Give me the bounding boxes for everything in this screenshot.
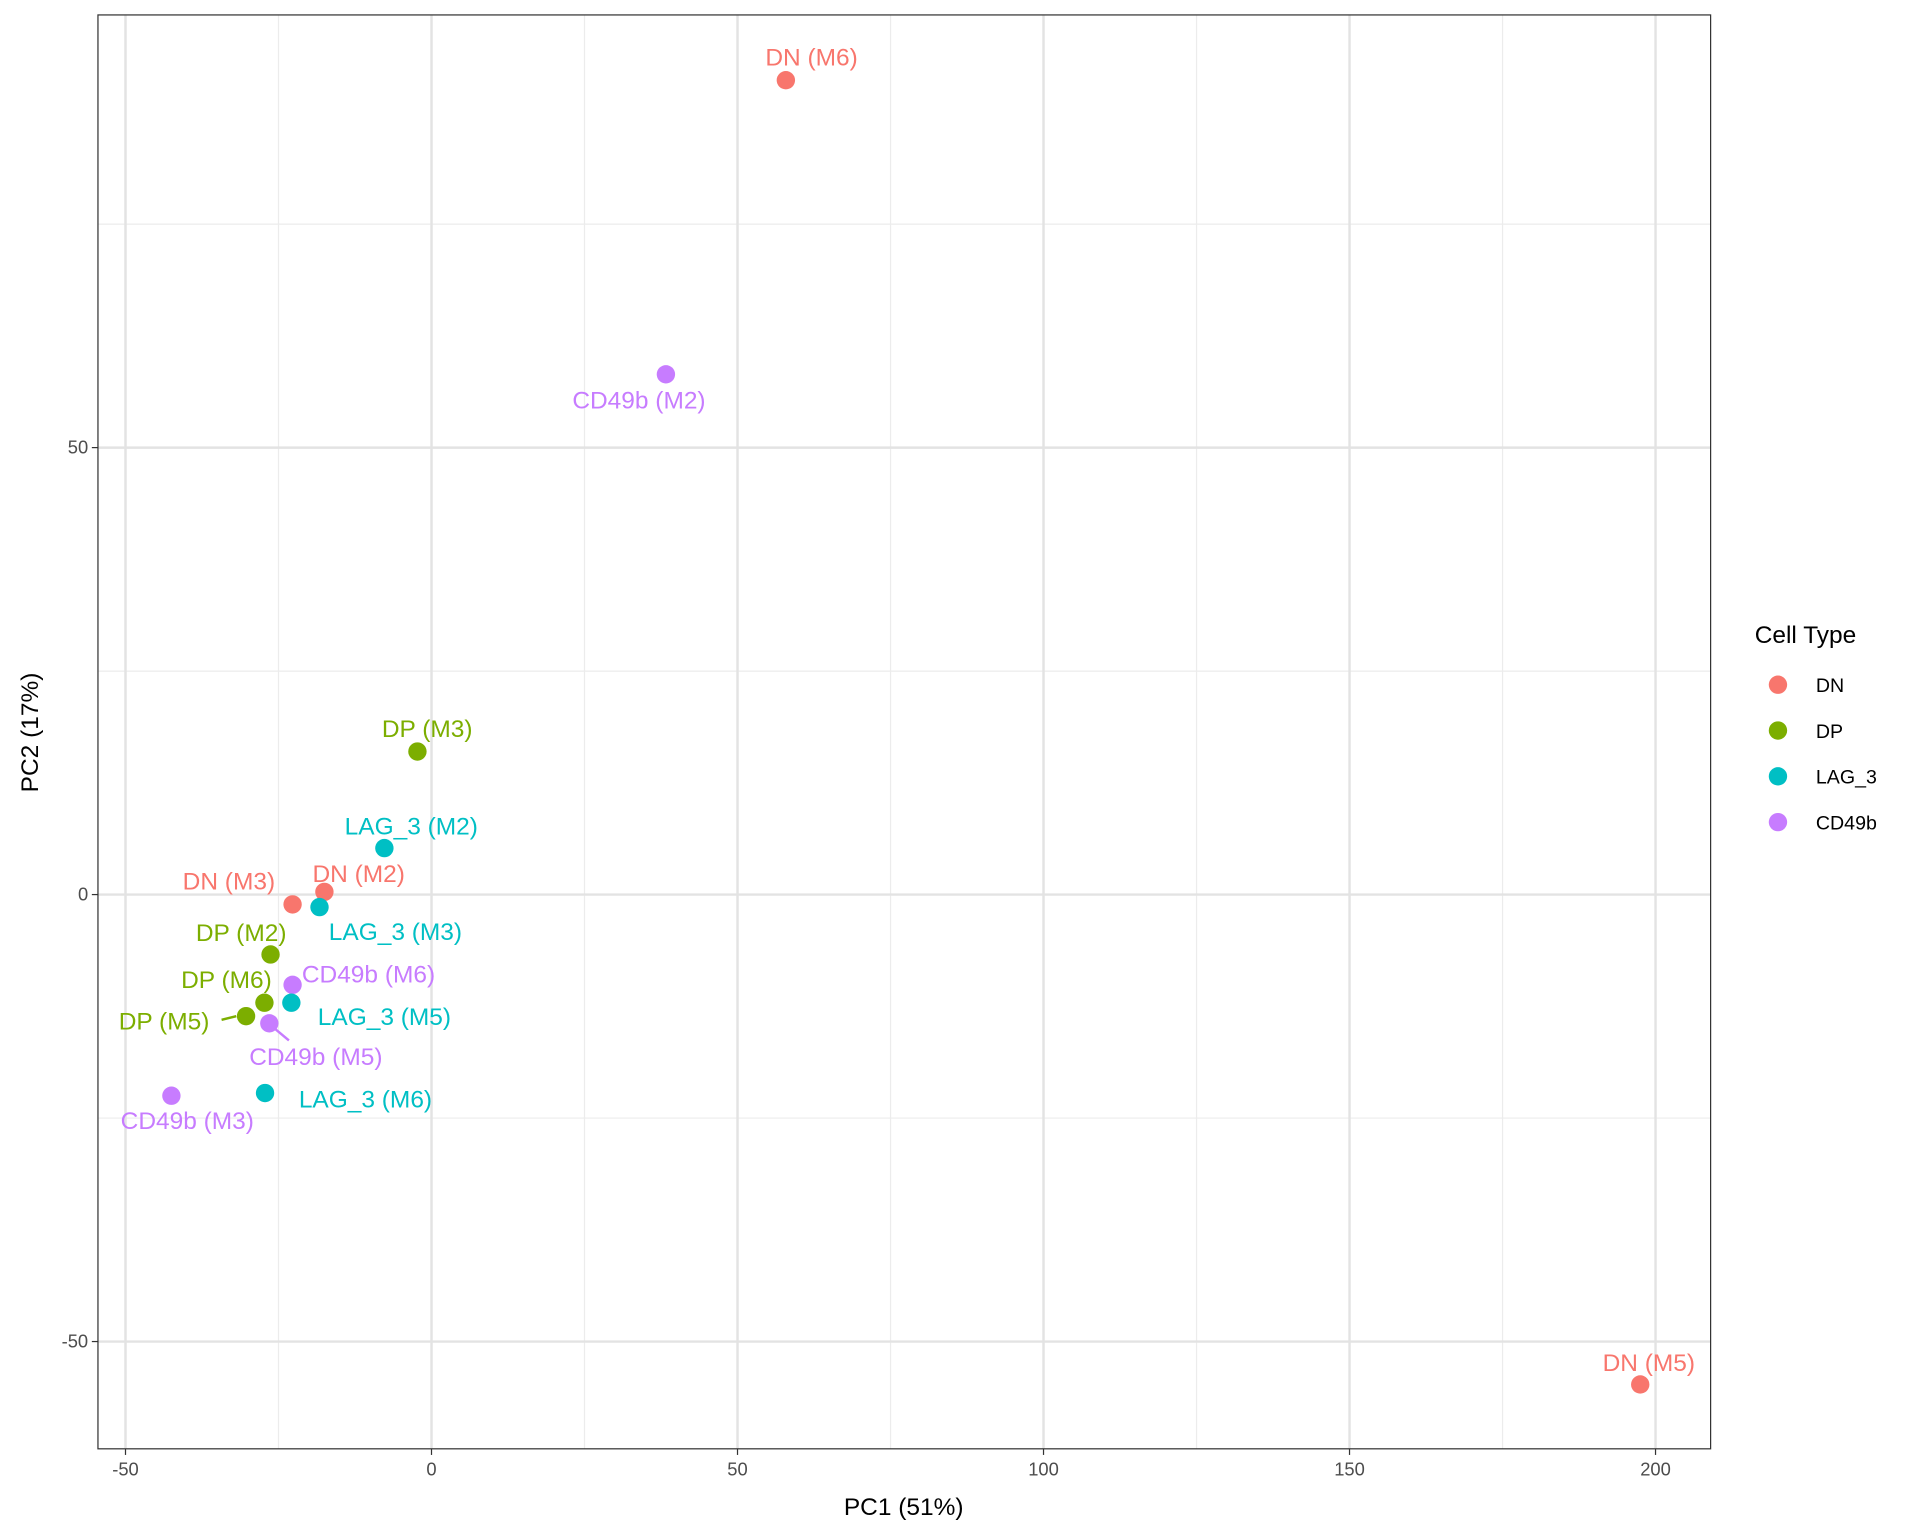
- legend-key: [1768, 767, 1788, 786]
- point-label: DN (M3): [183, 869, 275, 896]
- x-tick-label: -50: [112, 1459, 139, 1480]
- legend-label: LAG_3: [1816, 767, 1877, 789]
- data-point: [261, 945, 280, 964]
- data-point: [776, 71, 796, 90]
- point-label: CD49b (M6): [302, 961, 435, 988]
- point-label: DN (M2): [312, 861, 404, 888]
- data-point: [260, 1014, 279, 1033]
- data-point: [283, 975, 302, 995]
- data-point: [1631, 1375, 1650, 1394]
- x-tick-label: 150: [1334, 1459, 1365, 1480]
- data-point: [255, 993, 274, 1012]
- data-point: [236, 1006, 256, 1026]
- x-tick-label: 100: [1028, 1459, 1059, 1480]
- point-label: LAG_3 (M2): [345, 814, 478, 841]
- points: DN (M6) CD49b (M2) DP (M3) LAG_3 (M2) DN (M2…: [119, 45, 1695, 1394]
- legend-label: DP: [1816, 721, 1843, 743]
- legend: Cell Type DN DP LAG_3 CD49b: [1755, 622, 1877, 834]
- point-label: DP (M2): [196, 920, 287, 947]
- y-tick-label: 50: [68, 437, 88, 458]
- x-axis-title: PC1 (51%): [844, 1494, 964, 1521]
- y-tick-label: 0: [78, 884, 88, 905]
- label-connector: [273, 1027, 290, 1042]
- data-point: [375, 838, 394, 858]
- legend-key: [1768, 812, 1788, 832]
- legend-key: [1768, 675, 1788, 694]
- point-label: CD49b (M2): [572, 388, 705, 415]
- legend-title: Cell Type: [1755, 622, 1857, 649]
- point-label: DP (M6): [181, 967, 272, 994]
- grid: [97, 14, 1711, 1449]
- data-point: [310, 897, 329, 917]
- data-point: [408, 742, 427, 761]
- x-tick-label: 0: [426, 1459, 436, 1480]
- point-label: CD49b (M5): [249, 1044, 382, 1071]
- legend-label: DN: [1816, 675, 1844, 697]
- data-point: [255, 1083, 275, 1103]
- axis-ticks: -50 0 50 100 150 200 -50 0 50: [62, 437, 1671, 1480]
- point-label: CD49b (M3): [121, 1108, 254, 1135]
- point-label: LAG_3 (M6): [299, 1087, 432, 1114]
- data-point: [162, 1086, 181, 1105]
- legend-label: CD49b: [1816, 812, 1877, 834]
- point-label: DP (M3): [382, 716, 473, 743]
- y-tick-label: -50: [62, 1331, 89, 1352]
- legend-key: [1768, 721, 1788, 740]
- data-point: [315, 882, 334, 902]
- x-tick-label: 200: [1640, 1459, 1671, 1480]
- data-point: [656, 365, 676, 384]
- point-label: LAG_3 (M3): [329, 919, 462, 946]
- point-label: DP (M5): [119, 1009, 210, 1036]
- point-label: LAG_3 (M5): [318, 1004, 451, 1031]
- data-point: [282, 993, 301, 1012]
- point-label: DN (M5): [1603, 1350, 1695, 1377]
- y-axis-title: PC2 (17%): [17, 673, 44, 793]
- label-connector: [221, 1014, 237, 1022]
- x-tick-label: 50: [727, 1459, 747, 1480]
- point-label: DN (M6): [765, 45, 857, 72]
- plot-panel-border: [97, 14, 1712, 1450]
- data-point: [283, 895, 302, 914]
